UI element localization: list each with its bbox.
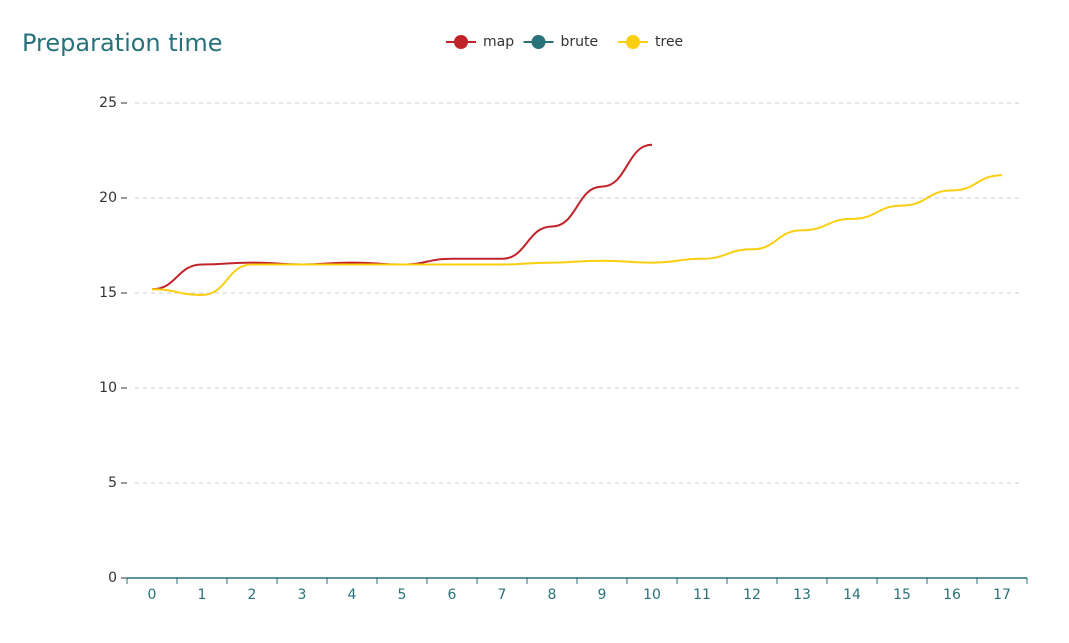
x-tick-label: 7 <box>498 587 507 603</box>
x-tick-label: 16 <box>943 587 961 603</box>
x-tick-label: 13 <box>793 587 811 603</box>
x-tick-label: 0 <box>148 587 157 603</box>
legend-marker <box>454 35 468 49</box>
x-tick-label: 10 <box>643 587 661 603</box>
x-tick-label: 3 <box>298 587 307 603</box>
x-tick-label: 8 <box>548 587 557 603</box>
x-tick-label: 12 <box>743 587 761 603</box>
x-tick-label: 5 <box>398 587 407 603</box>
line <box>151 174 1003 296</box>
y-tick-label: 0 <box>108 570 117 586</box>
chart-title: Preparation time <box>22 29 223 57</box>
legend-label: tree <box>655 34 683 50</box>
x-tick-label: 1 <box>198 587 207 603</box>
y-tick-label: 25 <box>99 95 117 111</box>
x-tick-label: 6 <box>448 587 457 603</box>
x-tick-label: 17 <box>993 587 1011 603</box>
y-tick-label: 5 <box>108 475 117 491</box>
legend-marker <box>626 35 640 49</box>
legend-label: brute <box>561 34 599 50</box>
y-tick-label: 10 <box>99 380 117 396</box>
x-tick-label: 11 <box>693 587 711 603</box>
legend-label: map <box>483 34 514 50</box>
x-tick-label: 9 <box>598 587 607 603</box>
y-tick-label: 15 <box>99 285 117 301</box>
x-tick-label: 15 <box>893 587 911 603</box>
legend-marker <box>531 35 546 49</box>
y-tick-label: 20 <box>99 190 117 206</box>
line <box>151 143 653 291</box>
x-tick-label: 14 <box>843 587 861 603</box>
x-tick-label: 2 <box>248 587 257 603</box>
x-tick-label: 4 <box>348 587 357 603</box>
